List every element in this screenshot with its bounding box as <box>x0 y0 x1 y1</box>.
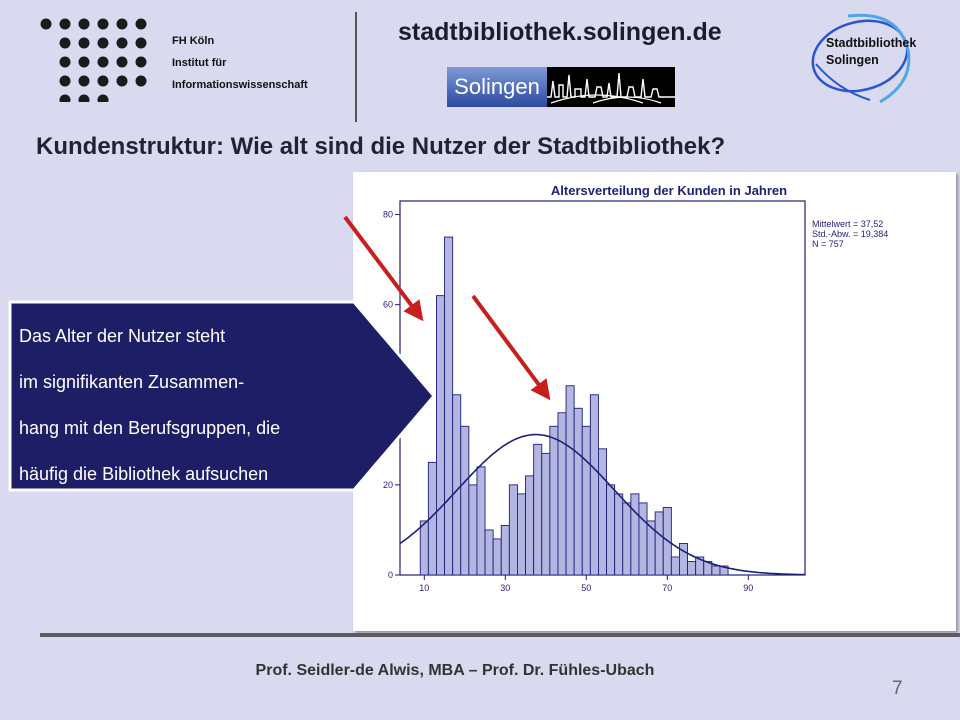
histogram-bar <box>630 493 640 576</box>
institution-line: Institut für <box>172 57 227 69</box>
chart-title: Altersverteilung der Kunden in Jahren <box>551 183 787 198</box>
x-tick-label: 90 <box>743 583 753 593</box>
y-tick-label: 80 <box>383 210 393 220</box>
banner-text: Solingen <box>454 74 540 99</box>
logo-dot <box>59 56 71 68</box>
logo-dot <box>78 94 90 102</box>
logo-dot <box>97 94 109 102</box>
histogram-bar <box>614 493 624 576</box>
callout-line: hang mit den Berufsgruppen, die <box>19 418 281 438</box>
histogram-bar <box>444 236 454 576</box>
logo-dot <box>97 56 109 68</box>
logo-dot <box>78 56 90 68</box>
histogram-bar <box>549 425 559 576</box>
callout-line: im signifikanten Zusammen- <box>19 372 245 392</box>
x-tick-label: 70 <box>662 583 672 593</box>
histogram-bar <box>516 493 526 576</box>
logo-dot <box>59 37 71 49</box>
stat-sd: Std.-Abw. = 19,384 <box>812 229 888 239</box>
histogram-bar <box>500 524 510 576</box>
callout-line: Das Alter der Nutzer steht <box>19 326 226 346</box>
logo-dot <box>116 37 128 49</box>
histogram-bar <box>508 484 518 576</box>
histogram-bar <box>654 511 664 576</box>
stat-n: N = 757 <box>812 239 844 249</box>
y-tick-label: 0 <box>388 570 393 580</box>
histogram-bar <box>622 502 632 576</box>
histogram-bar <box>419 520 429 576</box>
histogram-bar <box>573 407 583 576</box>
histogram-bar <box>679 543 689 576</box>
solingen-banner-logo: Solingen <box>447 67 675 107</box>
library-logo-line: Stadtbibliothek <box>826 36 916 50</box>
logo-dot <box>135 75 147 87</box>
footer-authors: Prof. Seidler-de Alwis, MBA – Prof. Dr. … <box>255 662 655 679</box>
histogram-bar <box>670 556 680 576</box>
logo-dot <box>59 75 71 87</box>
logo-dot <box>40 18 52 30</box>
logo-dot <box>116 56 128 68</box>
y-tick-label: 20 <box>383 480 393 490</box>
histogram-bar <box>565 385 575 576</box>
histogram-bar <box>460 425 470 576</box>
logo-dot <box>135 56 147 68</box>
histogram-bar <box>557 412 567 576</box>
logo-dot <box>135 18 147 30</box>
histogram-bar <box>484 529 494 576</box>
x-tick-label: 30 <box>500 583 510 593</box>
logo-dot <box>97 75 109 87</box>
histogram-bar <box>606 484 616 576</box>
header-divider <box>355 12 357 122</box>
logo-dot <box>59 94 71 102</box>
histogram-bar <box>541 452 551 576</box>
histogram-bar <box>492 538 502 576</box>
histogram-bar <box>719 565 729 576</box>
histogram-bar <box>525 475 535 576</box>
logo-dot <box>135 37 147 49</box>
histogram-bar <box>711 565 721 576</box>
logo-dot <box>97 37 109 49</box>
histogram-bar <box>476 466 486 576</box>
callout-text: Das Alter der Nutzer steht im signifikan… <box>19 313 369 497</box>
footer-rule <box>40 633 960 637</box>
slide-title: Kundenstruktur: Wie alt sind die Nutzer … <box>36 133 726 160</box>
normal-curve <box>399 433 805 576</box>
logo-dot <box>97 18 109 30</box>
library-logo-line: Solingen <box>826 53 879 67</box>
x-tick-label: 10 <box>419 583 429 593</box>
logo-dot <box>78 18 90 30</box>
callout-shape <box>8 300 436 492</box>
logo-dot <box>78 37 90 49</box>
institution-name: FH Köln Institut für Informationswissens… <box>172 30 308 96</box>
website-url: stadtbibliothek.solingen.de <box>398 18 722 46</box>
logo-dot <box>116 18 128 30</box>
stat-mean: Mittelwert = 37,52 <box>812 219 883 229</box>
stadtbibliothek-logo: Stadtbibliothek Solingen <box>811 13 916 104</box>
age-histogram: Altersverteilung der Kunden in Jahren 0 2… <box>383 183 888 593</box>
x-tick-label: 50 <box>581 583 591 593</box>
callout-line: häufig die Bibliothek aufsuchen <box>19 464 269 484</box>
fh-koeln-logo <box>40 18 147 102</box>
institution-line: Informationswissenschaft <box>172 79 308 91</box>
histogram-bar <box>581 425 591 576</box>
logo-dot <box>116 75 128 87</box>
page-number: 7 <box>892 678 903 699</box>
logo-dot <box>59 18 71 30</box>
histogram-bar <box>687 561 697 576</box>
histogram-bar <box>638 502 648 576</box>
logo-dot <box>78 75 90 87</box>
histogram-bar <box>468 484 478 576</box>
histogram-bar <box>589 394 599 576</box>
histogram-bar <box>597 448 607 576</box>
histogram-bar <box>533 443 543 576</box>
institution-line: FH Köln <box>172 35 215 47</box>
histogram-bar <box>452 394 462 576</box>
